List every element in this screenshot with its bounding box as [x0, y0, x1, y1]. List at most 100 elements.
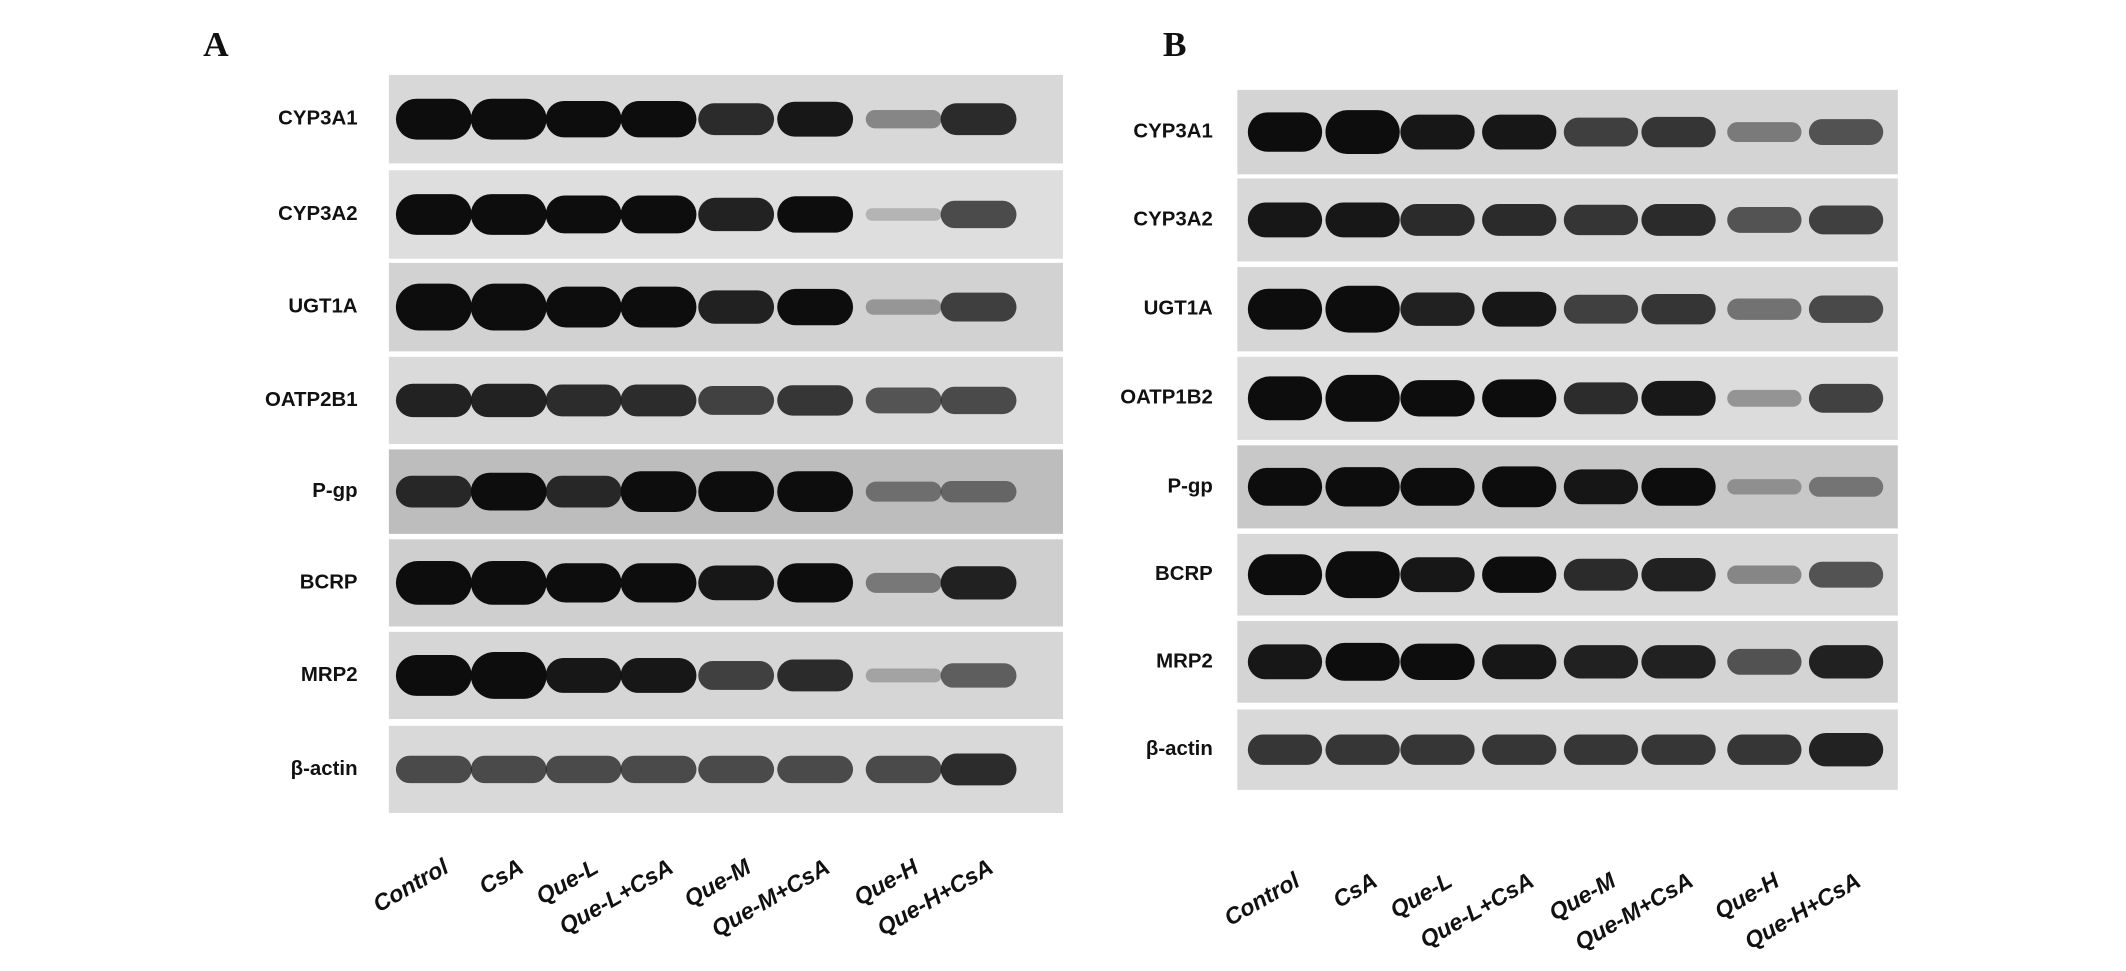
band [1563, 382, 1639, 415]
band [1482, 556, 1557, 593]
band [777, 471, 854, 513]
band [865, 208, 942, 221]
band [777, 563, 854, 603]
band [1808, 383, 1884, 413]
band [1727, 734, 1802, 765]
band [545, 100, 622, 138]
band [940, 663, 1017, 688]
band [470, 283, 547, 331]
band [395, 755, 472, 784]
band [1247, 376, 1323, 421]
row-label: MRP2 [1156, 650, 1213, 672]
row-label: OATP1B2 [1120, 387, 1213, 409]
band [1727, 207, 1802, 233]
band [545, 195, 622, 234]
band [1563, 734, 1639, 765]
band [940, 480, 1017, 503]
lane-label: CsA [474, 853, 527, 899]
band [777, 101, 854, 137]
band [470, 652, 547, 699]
band [1482, 466, 1557, 508]
band [698, 565, 775, 601]
band [1325, 285, 1400, 333]
band [777, 385, 854, 416]
band [698, 103, 775, 136]
band [1482, 379, 1557, 418]
band [1563, 204, 1639, 236]
band [1808, 205, 1884, 235]
band [865, 572, 942, 593]
band [395, 194, 472, 235]
band [1808, 295, 1884, 323]
band [620, 658, 697, 693]
band [1482, 291, 1557, 327]
band [698, 290, 775, 324]
band [470, 194, 547, 235]
band [1641, 645, 1716, 679]
band [1400, 380, 1475, 417]
band [1400, 204, 1475, 236]
band [620, 755, 697, 784]
row-label: UGT1A [288, 295, 357, 317]
panel-label: B [1163, 24, 1187, 64]
band [545, 475, 622, 508]
band [1727, 648, 1802, 675]
band [1400, 292, 1475, 326]
band [1325, 110, 1400, 155]
band [395, 475, 472, 508]
band [1247, 554, 1323, 596]
band [940, 200, 1017, 229]
band [620, 471, 697, 513]
band [1727, 565, 1802, 584]
band [940, 103, 1017, 136]
band [1325, 202, 1400, 238]
band [1563, 469, 1639, 505]
band [395, 98, 472, 140]
band [620, 100, 697, 138]
band [470, 383, 547, 418]
band [545, 286, 622, 328]
band [1400, 643, 1475, 681]
band [470, 755, 547, 784]
band [1641, 380, 1716, 416]
band [777, 196, 854, 233]
band [940, 566, 1017, 600]
row-label: CYP3A1 [1133, 120, 1212, 142]
band [1641, 204, 1716, 236]
band [1563, 294, 1639, 324]
band [620, 286, 697, 328]
band [940, 753, 1017, 786]
band [865, 668, 942, 683]
band [865, 387, 942, 414]
row-label: CYP3A1 [278, 108, 357, 130]
panel-label: A [203, 24, 229, 64]
band [1563, 558, 1639, 591]
band [1727, 122, 1802, 143]
band [698, 661, 775, 690]
band [470, 472, 547, 511]
band [1641, 467, 1716, 506]
band [1808, 561, 1884, 588]
band [940, 386, 1017, 415]
band [865, 481, 942, 502]
row-label: P-gp [312, 480, 357, 502]
band [1325, 734, 1400, 765]
row-label: OATP2B1 [265, 389, 358, 411]
band [395, 383, 472, 418]
band [1563, 645, 1639, 679]
band [1482, 204, 1557, 236]
band [1808, 645, 1884, 679]
band [545, 755, 622, 784]
row-label: CYP3A2 [1133, 208, 1212, 230]
band [620, 195, 697, 234]
band [1808, 476, 1884, 497]
band [1727, 479, 1802, 495]
band [545, 384, 622, 417]
lane-label: Control [1220, 867, 1305, 931]
band [395, 560, 472, 605]
band [395, 655, 472, 696]
band [1641, 734, 1716, 765]
row-label: β-actin [1146, 738, 1213, 760]
